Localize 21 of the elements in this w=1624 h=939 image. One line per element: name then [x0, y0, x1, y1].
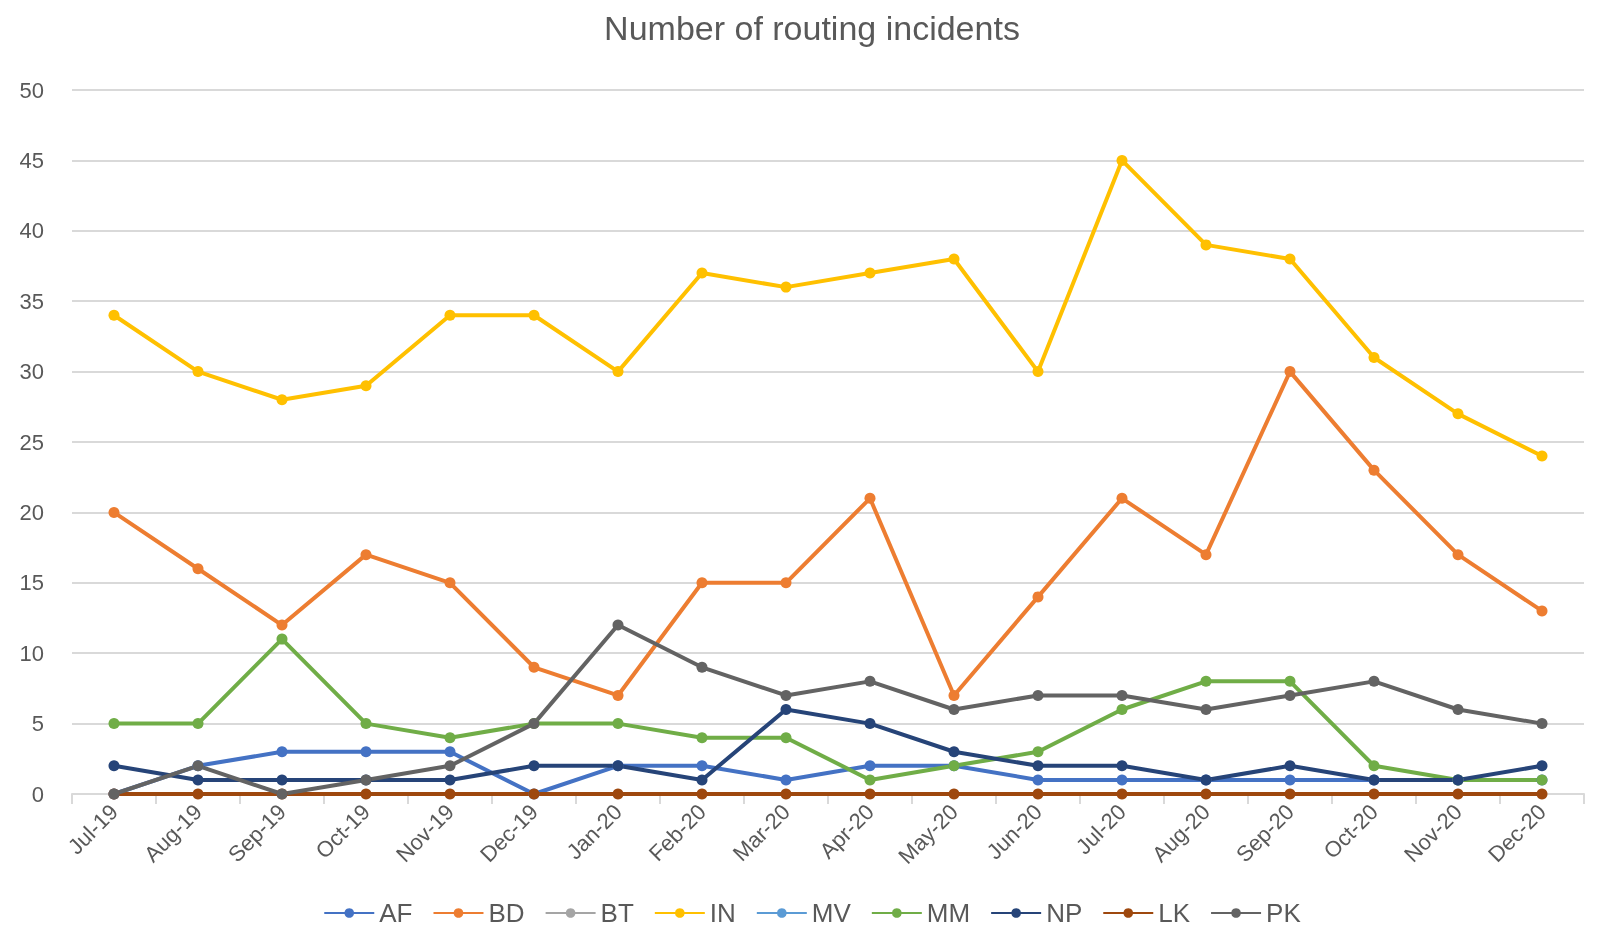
y-tick-label: 45	[19, 147, 44, 173]
legend-label: BD	[488, 898, 525, 928]
y-tick-label: 10	[19, 640, 44, 666]
chart-title: Number of routing incidents	[604, 9, 1020, 47]
y-tick-label: 20	[19, 499, 44, 525]
y-tick-label: 50	[19, 77, 44, 103]
legend-label: NP	[1046, 898, 1083, 928]
legend-label: BT	[600, 898, 634, 928]
legend-label: MV	[811, 898, 852, 928]
y-tick-label: 0	[31, 781, 44, 807]
legend-label: AF	[379, 898, 413, 928]
y-tick-label: 25	[19, 429, 44, 455]
y-tick-label: 40	[19, 218, 44, 244]
y-tick-label: 5	[31, 711, 44, 737]
legend-label: LK	[1158, 898, 1191, 928]
legend-label: IN	[709, 898, 736, 928]
y-tick-label: 35	[19, 288, 44, 314]
y-tick-label: 30	[19, 359, 44, 385]
y-tick-label: 15	[19, 570, 44, 596]
legend-label: PK	[1266, 898, 1302, 928]
legend-label: MM	[926, 898, 971, 928]
